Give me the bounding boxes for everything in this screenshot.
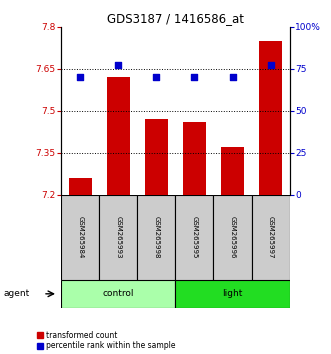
Bar [213, 195, 252, 280]
Point [230, 74, 235, 80]
Bar [137, 195, 175, 280]
Text: GSM265998: GSM265998 [153, 216, 160, 258]
Title: GDS3187 / 1416586_at: GDS3187 / 1416586_at [107, 12, 244, 25]
Bar [259, 41, 282, 195]
Bar [99, 195, 137, 280]
Text: control: control [103, 289, 134, 298]
Text: agent: agent [3, 289, 29, 298]
Point [77, 74, 83, 80]
Bar [221, 147, 244, 195]
Point [192, 74, 197, 80]
Bar [107, 77, 130, 195]
Bar [69, 178, 92, 195]
Point [154, 74, 159, 80]
Point [116, 62, 121, 68]
Point [268, 62, 273, 68]
Bar [145, 119, 168, 195]
Text: GSM265993: GSM265993 [115, 216, 121, 258]
Bar [183, 122, 206, 195]
Text: GSM265996: GSM265996 [229, 216, 236, 258]
Text: GSM265995: GSM265995 [191, 216, 198, 258]
Text: GSM265984: GSM265984 [77, 216, 83, 258]
Bar [175, 280, 290, 308]
Bar [175, 195, 213, 280]
Bar [61, 280, 175, 308]
Text: light: light [222, 289, 243, 298]
Bar [61, 195, 99, 280]
Legend: transformed count, percentile rank within the sample: transformed count, percentile rank withi… [37, 331, 175, 350]
Text: GSM265997: GSM265997 [267, 216, 274, 258]
Bar [252, 195, 290, 280]
